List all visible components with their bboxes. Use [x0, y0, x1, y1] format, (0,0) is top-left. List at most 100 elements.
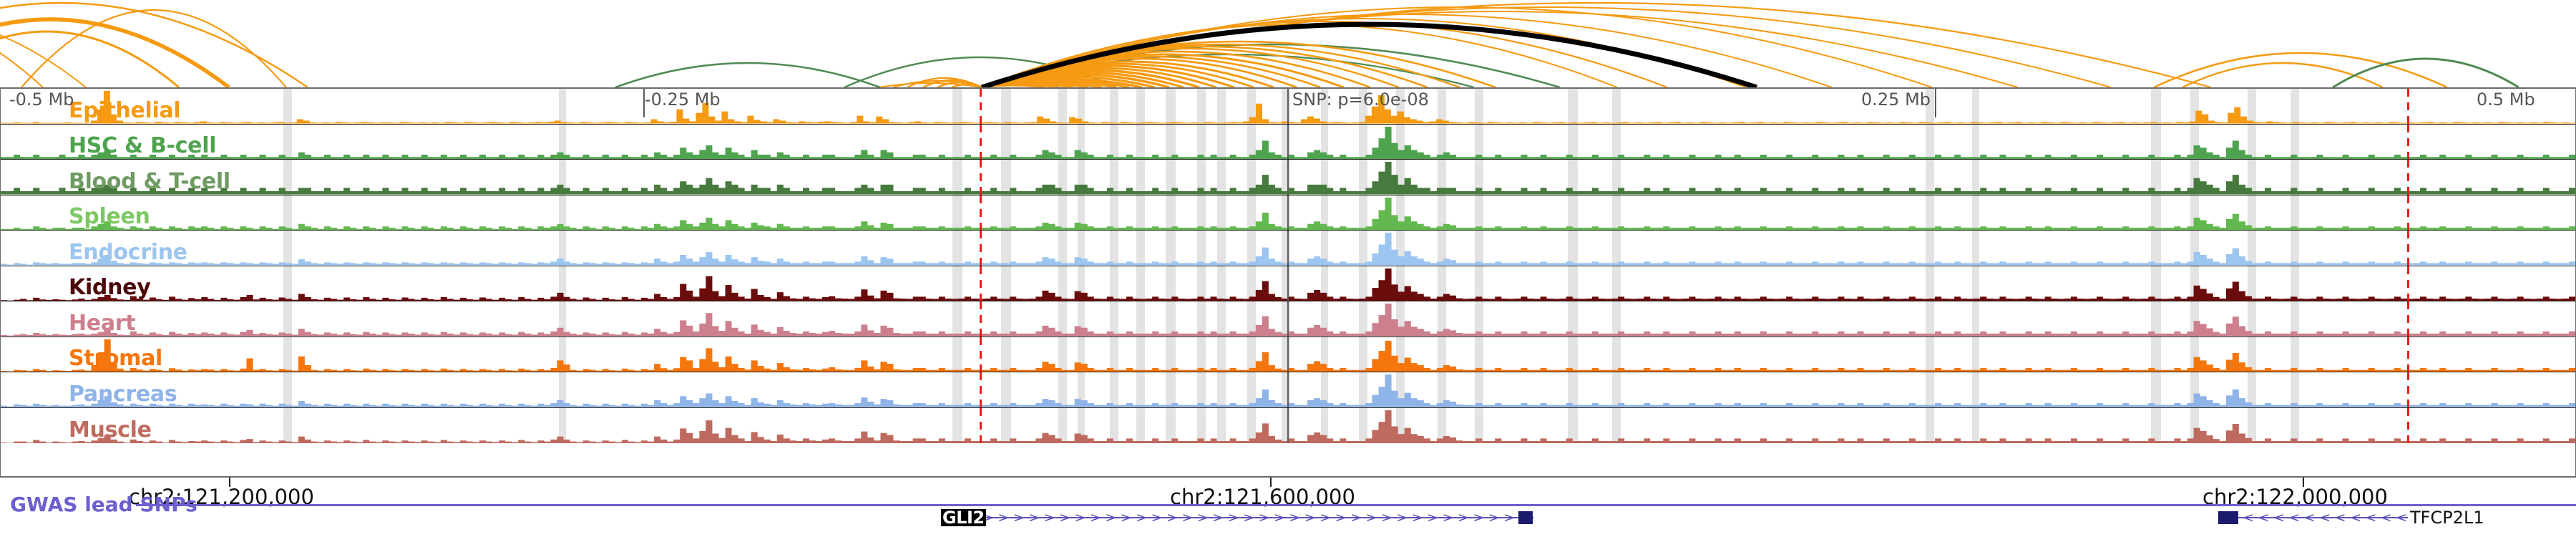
highlight-band: [1136, 195, 1145, 230]
highlight-bands: [1, 266, 2575, 301]
highlight-band: [1110, 301, 1118, 337]
highlight-band: [1217, 407, 1226, 443]
highlight-band: [1612, 89, 1621, 124]
track-pancreas[interactable]: Pancreas: [1, 372, 2575, 408]
track-kidney[interactable]: Kidney: [1, 266, 2575, 301]
signal-area: [1, 126, 2575, 159]
lead-snp-line: [1287, 266, 1289, 301]
highlight-band: [1438, 124, 1446, 159]
highlight-band: [2151, 407, 2161, 443]
highlight-band: [1247, 160, 1256, 195]
highlight-band: [1166, 160, 1176, 195]
highlight-band: [2290, 266, 2299, 301]
highlight-band: [1926, 266, 1934, 301]
interaction-arc: [981, 1, 2212, 87]
track-heart[interactable]: Heart: [1, 301, 2575, 337]
track-label-epithelial: Epithelial: [69, 97, 181, 123]
track-stromal[interactable]: Stromal: [1, 337, 2575, 372]
highlight-band: [1110, 231, 1118, 266]
highlight-band: [1926, 160, 1934, 195]
highlight-band: [1078, 231, 1085, 266]
highlight-band: [1217, 301, 1226, 337]
highlight-band: [2290, 124, 2299, 159]
track-label-muscle: Muscle: [69, 417, 152, 442]
highlight-band: [2290, 301, 2299, 337]
highlight-band: [2151, 337, 2161, 372]
highlight-band: [1359, 266, 1367, 301]
gene-gli2[interactable]: >>>>>>>>>>>>>>>>>>>>>>>>>>>>>>>>>>>>>>>>…: [941, 508, 1533, 533]
highlight-band: [2151, 160, 2161, 195]
highlight-band: [1475, 372, 1483, 407]
highlight-band: [1197, 124, 1206, 159]
track-spleen[interactable]: Spleen: [1, 195, 2575, 231]
highlight-band: [1475, 301, 1483, 337]
highlight-band: [1217, 124, 1226, 159]
highlight-band: [559, 195, 566, 230]
highlight-band: [1926, 195, 1934, 230]
track-endocrine[interactable]: Endocrine: [1, 231, 2575, 266]
highlight-band: [1926, 89, 1934, 124]
highlight-band: [1078, 160, 1085, 195]
highlight-band: [1136, 124, 1145, 159]
highlight-band: [1475, 337, 1483, 372]
highlight-band: [1110, 372, 1118, 407]
highlight-band: [1197, 89, 1206, 124]
highlight-band: [1359, 337, 1367, 372]
gene-strand-arrows: >>>>>>>>>>>>>>>>>>>>>>>>>>>>>>>>>>>>>>>>…: [982, 510, 1533, 526]
track-epithelial[interactable]: Epithelial -0.5 Mb -0.25 Mb SNP: p=6.0e-08 0…: [1, 89, 2575, 125]
interaction-arc: [2153, 52, 2448, 87]
highlight-band: [1001, 124, 1011, 159]
highlight-band: [1359, 407, 1367, 443]
snp-marker-line: [2407, 231, 2409, 266]
highlight-band: [1166, 195, 1176, 230]
highlight-band: [2290, 160, 2299, 195]
highlight-band: [1058, 231, 1067, 266]
track-blood-t-cell[interactable]: Blood & T-cell: [1, 160, 2575, 195]
gene-strand-arrows: <<<<<<<<<<<<<<<<<<<<: [2243, 510, 2408, 526]
highlight-band: [1438, 266, 1446, 301]
highlight-band: [1078, 124, 1085, 159]
track-hsc-b-cell[interactable]: HSC & B-cell: [1, 124, 2575, 160]
highlight-band: [1197, 407, 1206, 443]
highlight-band: [1568, 89, 1578, 124]
highlight-band: [1001, 301, 1011, 337]
highlight-band: [559, 337, 566, 372]
lead-snp-line: [1287, 337, 1289, 372]
highlight-band: [1247, 266, 1256, 301]
snp-marker-line: [980, 372, 982, 407]
highlight-bands: [1, 160, 2575, 195]
highlight-band: [1359, 372, 1367, 407]
coord-tick: [229, 478, 230, 487]
highlight-band: [1058, 407, 1067, 443]
highlight-band: [1475, 89, 1483, 124]
interaction-arc-panel: [0, 0, 2576, 87]
interaction-arc: [2332, 57, 2519, 87]
highlight-band: [2151, 266, 2161, 301]
highlight-band: [1475, 160, 1483, 195]
highlight-band: [952, 337, 962, 372]
track-muscle[interactable]: Muscle: [1, 407, 2575, 443]
highlight-band: [1475, 124, 1483, 159]
highlight-band: [1247, 89, 1256, 124]
gene-body-line: [2218, 517, 2408, 518]
highlight-band: [559, 301, 566, 337]
snp-marker-line: [2407, 301, 2409, 337]
highlight-band: [2248, 372, 2256, 407]
highlight-band: [283, 160, 292, 195]
interaction-arc: [980, 21, 1758, 87]
highlight-band: [1438, 407, 1446, 443]
gene-tfcp2l1[interactable]: <<<<<<<<<<<<<<<<<<<<TFCP2L1: [2218, 508, 2484, 533]
highlight-band: [1972, 89, 1979, 124]
highlight-band: [2290, 89, 2299, 124]
highlight-band: [1001, 195, 1011, 230]
signal-profile: [1, 410, 2575, 443]
highlight-band: [1972, 195, 1979, 230]
highlight-band: [1217, 337, 1226, 372]
highlight-band: [1359, 160, 1367, 195]
snp-marker-line: [980, 301, 982, 337]
interaction-arc: [0, 34, 87, 87]
snp-marker-line: [980, 337, 982, 372]
highlight-band: [2290, 407, 2299, 443]
highlight-band: [283, 407, 292, 443]
interaction-arc: [2182, 62, 2384, 87]
